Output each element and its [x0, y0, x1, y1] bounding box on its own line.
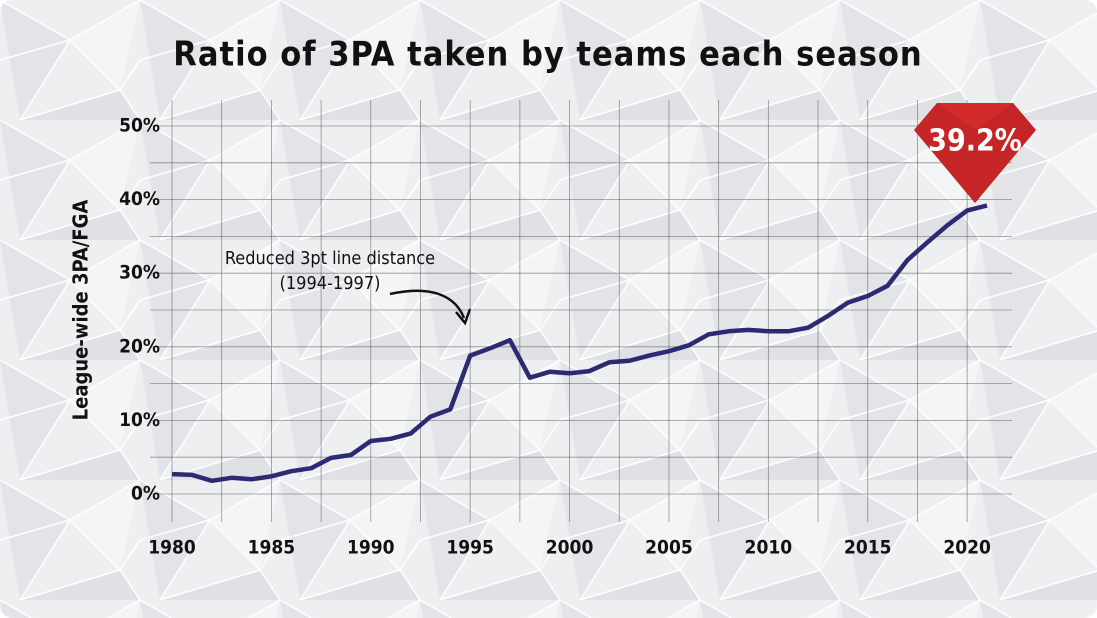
annotation-arrow	[389, 289, 466, 319]
y-axis-label: League-wide 3PA/FGA	[69, 200, 93, 421]
x-tick-label: 1985	[248, 537, 296, 559]
grid	[150, 100, 1012, 522]
gem-facet	[914, 103, 1036, 203]
y-tick-label: 0%	[131, 483, 160, 505]
annotation: Reduced 3pt line distance	[225, 248, 435, 269]
annotation: (1994-1997)	[280, 273, 381, 294]
x-tick-label: 2005	[645, 537, 693, 559]
x-tick-label: 2015	[844, 537, 892, 559]
x-tick-label: 2020	[943, 537, 991, 559]
x-tick-label: 2010	[745, 537, 793, 559]
y-tick-label: 30%	[119, 262, 160, 284]
x-tick-label: 1980	[148, 537, 196, 559]
y-tick-label: 10%	[119, 409, 160, 431]
y-tick-label: 20%	[119, 335, 160, 357]
x-tick-label: 2000	[546, 537, 594, 559]
data-line	[171, 203, 988, 484]
chart-title: Ratio of 3PA taken by teams each season	[173, 35, 922, 75]
value-label: 39.2%	[928, 124, 1022, 159]
x-tick-label: 1995	[446, 537, 494, 559]
annotation-arrowhead	[455, 308, 472, 326]
y-tick-label: 50%	[119, 115, 160, 137]
y-tick-label: 40%	[119, 188, 160, 210]
x-tick-label: 1990	[347, 537, 395, 559]
